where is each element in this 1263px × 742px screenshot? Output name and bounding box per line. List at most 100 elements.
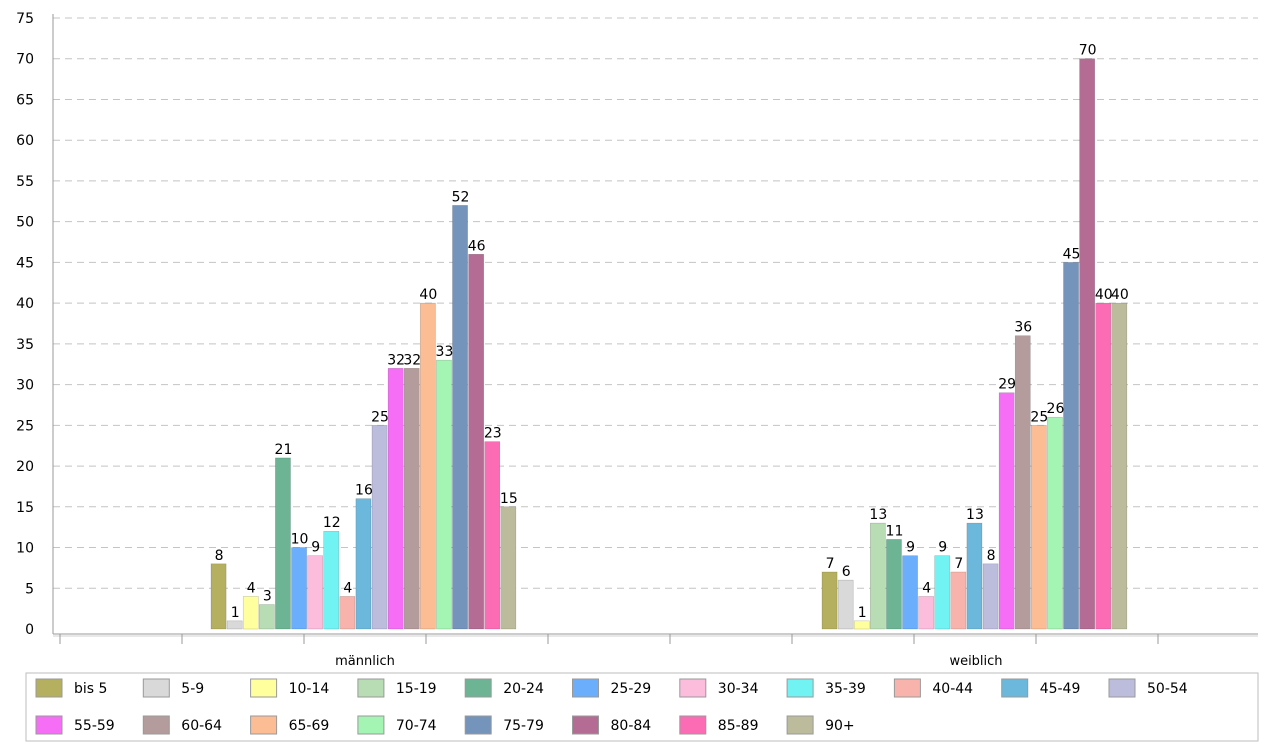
legend-swatch <box>357 678 385 698</box>
legend-swatch <box>464 678 492 698</box>
bar-value-label: 26 <box>1047 401 1065 417</box>
y-tick-label: 15 <box>16 500 34 516</box>
bar-value-label: 23 <box>484 426 502 442</box>
legend-label: 70-74 <box>396 718 437 734</box>
bar <box>339 596 356 630</box>
bar-value-label: 40 <box>1095 287 1113 303</box>
bar <box>355 498 372 630</box>
bar-value-label: 3 <box>263 589 272 605</box>
legend-label: 55-59 <box>74 718 115 734</box>
bar <box>1095 302 1112 630</box>
bar-value-label: 8 <box>987 548 996 564</box>
bar <box>853 620 870 630</box>
legend-swatch <box>572 678 599 698</box>
y-tick-label: 0 <box>25 622 34 638</box>
y-tick-label: 10 <box>16 541 34 557</box>
legend-swatch <box>679 715 707 735</box>
bar-value-label: 4 <box>922 580 931 596</box>
bar-value-label: 4 <box>343 580 352 596</box>
bar <box>500 506 517 630</box>
legend-swatch <box>1108 678 1136 698</box>
bar <box>1111 302 1128 630</box>
bar-value-label: 8 <box>215 548 224 564</box>
legend-label: 5-9 <box>181 681 204 697</box>
y-tick-label: 25 <box>16 418 34 434</box>
y-tick-label: 70 <box>16 52 34 68</box>
bar <box>934 555 951 630</box>
y-tick-label: 50 <box>16 215 34 231</box>
legend-label: 15-19 <box>396 681 437 697</box>
legend-swatch <box>357 715 385 735</box>
bar-value-label: 29 <box>998 377 1016 393</box>
grid-lines <box>53 17 1258 589</box>
bar-value-label: 25 <box>371 409 389 425</box>
legend-swatch <box>142 715 170 735</box>
legend-swatch <box>35 678 63 698</box>
y-tick-label: 45 <box>16 255 34 271</box>
bar <box>1063 262 1079 630</box>
bar-value-label: 1 <box>858 605 867 621</box>
bar <box>420 302 436 630</box>
bar-value-label: 70 <box>1079 43 1097 59</box>
legend-swatch <box>35 715 63 735</box>
bar-value-label: 9 <box>311 540 320 556</box>
bar-value-label: 40 <box>419 287 437 303</box>
bars <box>210 58 1128 630</box>
legend-label: 65-69 <box>289 718 330 734</box>
bar <box>1079 58 1095 630</box>
bar-value-label: 1 <box>231 605 240 621</box>
data-labels: 8143211091241625323240335246231576113119… <box>215 43 1129 621</box>
bar <box>966 522 983 630</box>
bar <box>371 425 388 630</box>
legend-swatch <box>893 678 921 698</box>
bar-value-label: 25 <box>1030 409 1048 425</box>
bar <box>1014 335 1031 630</box>
category-label: männlich <box>335 654 395 669</box>
legend-swatch <box>679 678 707 698</box>
y-tick-label: 5 <box>25 581 34 597</box>
bar <box>950 571 967 630</box>
y-tick-label: 40 <box>16 296 34 312</box>
bar-value-label: 12 <box>323 515 341 531</box>
bar-value-label: 10 <box>291 532 309 548</box>
legend-label: 20-24 <box>503 681 544 697</box>
bar <box>452 205 468 630</box>
bar-value-label: 15 <box>500 491 518 507</box>
legend-swatch <box>250 678 278 698</box>
bar-value-label: 9 <box>906 540 915 556</box>
legend-label: 35-39 <box>825 681 866 697</box>
legend-label: 75-79 <box>503 718 544 734</box>
bar <box>902 555 918 630</box>
bar-value-label: 36 <box>1014 320 1032 336</box>
bar-value-label: 7 <box>826 556 835 572</box>
bar <box>1047 416 1063 630</box>
legend-label: 10-14 <box>289 681 330 697</box>
bar-value-label: 46 <box>468 238 486 254</box>
bar <box>886 539 902 630</box>
legend-label: 45-49 <box>1040 681 1081 697</box>
y-tick-label: 20 <box>16 459 34 475</box>
legend-label: 30-34 <box>718 681 759 697</box>
y-tick-label: 35 <box>16 337 34 353</box>
bar <box>982 563 999 630</box>
legend-swatch <box>572 715 599 735</box>
bar-value-label: 16 <box>355 483 373 499</box>
bar-value-label: 11 <box>886 523 904 539</box>
y-tick-label: 75 <box>16 11 34 27</box>
bar <box>484 441 501 630</box>
bar-value-label: 32 <box>403 352 421 368</box>
legend-label: bis 5 <box>74 681 107 697</box>
legend-swatch <box>786 715 814 735</box>
legend-swatch <box>786 678 814 698</box>
bar <box>436 359 452 630</box>
bar <box>242 596 259 630</box>
y-tick-label: 65 <box>16 92 34 108</box>
bar <box>998 392 1015 630</box>
bar-value-label: 52 <box>452 189 470 205</box>
bar <box>259 604 275 630</box>
bar <box>226 620 243 630</box>
bar-value-label: 7 <box>954 556 963 572</box>
bar-value-label: 9 <box>938 540 947 556</box>
legend-swatch <box>464 715 492 735</box>
